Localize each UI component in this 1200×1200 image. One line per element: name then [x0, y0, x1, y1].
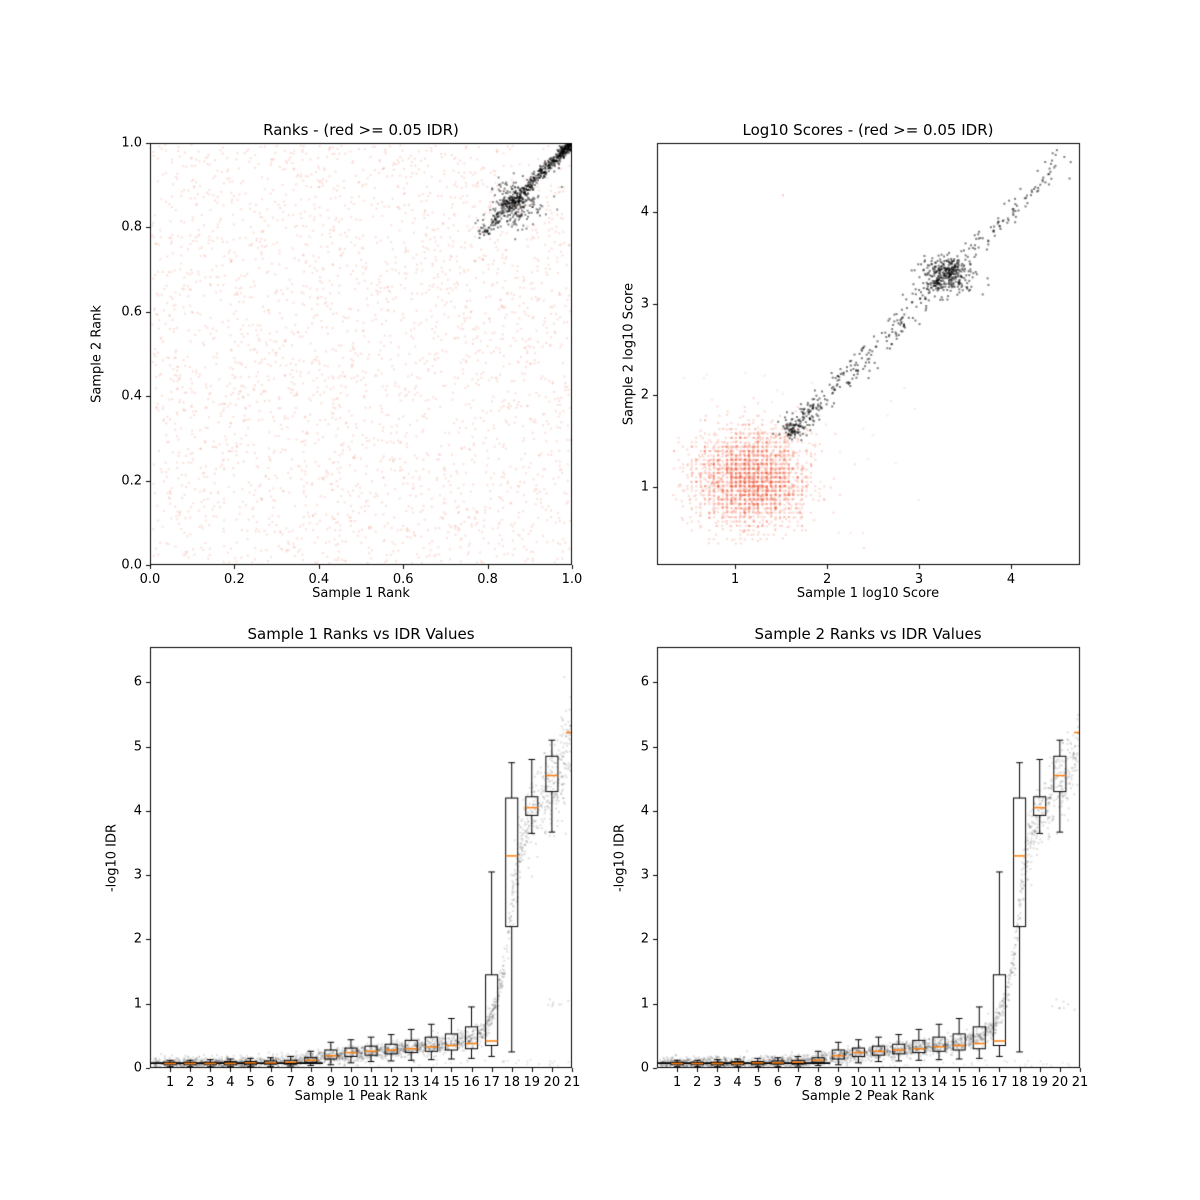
x-tick-label-sample2-rank-vs-idr: 19 — [1031, 1075, 1048, 1090]
y-tick-label-sample1-rank-vs-idr: 3 — [133, 867, 142, 883]
y-tick-label-log10-scores-scatter: 2 — [640, 387, 649, 403]
x-tick-label-sample2-rank-vs-idr: 8 — [814, 1075, 823, 1090]
ylabel-sample1-idr-plot: -log10 IDR — [104, 823, 120, 893]
x-tick-label-sample1-rank-vs-idr: 5 — [246, 1075, 255, 1090]
y-tick-label-ranks-scatter: 0.0 — [121, 557, 142, 573]
x-tick-label-sample2-rank-vs-idr: 6 — [773, 1075, 782, 1090]
x-tick-label-sample1-rank-vs-idr: 2 — [186, 1075, 195, 1090]
x-tick-label-sample2-rank-vs-idr: 10 — [850, 1075, 867, 1090]
x-tick-label-sample2-rank-vs-idr: 20 — [1051, 1075, 1069, 1090]
ylabel-sample2-idr-plot: -log10 IDR — [612, 823, 628, 893]
x-tick-label-sample2-rank-vs-idr: 17 — [991, 1075, 1008, 1090]
x-tick-label-sample1-rank-vs-idr: 11 — [362, 1075, 380, 1090]
y-tick-label-ranks-scatter: 0.4 — [121, 388, 142, 404]
x-tick-label-ranks-scatter: 0.0 — [139, 572, 161, 587]
xlabel-ranks-plot: Sample 1 Rank — [312, 586, 410, 601]
y-tick-label-sample2-rank-vs-idr: 0 — [640, 1060, 649, 1076]
y-tick-label-sample2-rank-vs-idr: 6 — [640, 674, 649, 690]
x-tick-label-sample2-rank-vs-idr: 21 — [1071, 1075, 1089, 1090]
y-tick-label-log10-scores-scatter: 1 — [640, 479, 649, 495]
x-tick-label-sample1-rank-vs-idr: 14 — [423, 1075, 440, 1090]
x-tick-label-sample1-rank-vs-idr: 21 — [563, 1075, 581, 1090]
x-tick-label-log10-scores-scatter: 1 — [731, 572, 740, 587]
x-tick-label-sample1-rank-vs-idr: 15 — [443, 1075, 460, 1090]
x-tick-label-ranks-scatter: 0.6 — [392, 572, 414, 587]
x-tick-label-sample1-rank-vs-idr: 6 — [266, 1075, 275, 1090]
y-tick-label-sample1-rank-vs-idr: 4 — [133, 803, 142, 819]
x-tick-label-sample1-rank-vs-idr: 8 — [306, 1075, 315, 1090]
x-tick-label-ranks-scatter: 1.0 — [561, 572, 583, 587]
x-tick-label-sample1-rank-vs-idr: 19 — [523, 1075, 541, 1090]
y-tick-label-ranks-scatter: 1.0 — [121, 135, 142, 151]
xlabel-scores-plot: Sample 1 log10 Score — [796, 586, 940, 601]
x-tick-label-sample1-rank-vs-idr: 13 — [402, 1075, 420, 1090]
xlabel-sample1-idr-plot: Sample 1 Peak Rank — [294, 1089, 428, 1104]
y-tick-label-sample1-rank-vs-idr: 0 — [133, 1060, 142, 1076]
x-tick-label-sample2-rank-vs-idr: 7 — [793, 1075, 803, 1090]
x-tick-label-sample1-rank-vs-idr: 17 — [483, 1075, 500, 1090]
x-tick-label-sample2-rank-vs-idr: 13 — [910, 1075, 928, 1090]
title-sample1-idr-plot: Sample 1 Ranks vs IDR Values — [247, 625, 475, 643]
x-tick-label-sample1-rank-vs-idr: 18 — [503, 1075, 520, 1090]
y-tick-label-ranks-scatter: 0.2 — [121, 473, 142, 489]
x-tick-label-sample2-rank-vs-idr: 5 — [753, 1075, 762, 1090]
title-sample2-idr-plot: Sample 2 Ranks vs IDR Values — [754, 625, 982, 643]
x-tick-label-sample1-rank-vs-idr: 3 — [206, 1075, 215, 1090]
x-tick-label-log10-scores-scatter: 4 — [1006, 572, 1016, 587]
x-tick-label-sample2-rank-vs-idr: 15 — [950, 1075, 968, 1090]
x-tick-label-log10-scores-scatter: 2 — [822, 572, 832, 587]
y-tick-label-sample1-rank-vs-idr: 5 — [133, 739, 142, 755]
title-ranks-plot: Ranks - (red >= 0.05 IDR) — [263, 121, 459, 139]
y-tick-label-ranks-scatter: 0.6 — [121, 304, 142, 320]
x-tick-label-sample1-rank-vs-idr: 20 — [543, 1075, 561, 1090]
x-tick-label-ranks-scatter: 0.4 — [308, 572, 330, 587]
y-tick-label-ranks-scatter: 0.8 — [121, 219, 142, 235]
x-tick-label-sample2-rank-vs-idr: 3 — [713, 1075, 722, 1090]
y-tick-label-sample2-rank-vs-idr: 4 — [640, 803, 649, 819]
x-tick-label-sample2-rank-vs-idr: 12 — [890, 1075, 907, 1090]
title-scores-plot: Log10 Scores - (red >= 0.05 IDR) — [742, 121, 994, 139]
y-tick-label-sample2-rank-vs-idr: 5 — [640, 739, 649, 755]
y-tick-label-log10-scores-scatter: 3 — [640, 296, 649, 312]
ylabel-scores-plot: Sample 2 log10 Score — [621, 282, 637, 426]
x-tick-label-ranks-scatter: 0.2 — [224, 572, 245, 587]
x-tick-label-sample2-rank-vs-idr: 11 — [870, 1075, 887, 1090]
x-tick-label-sample2-rank-vs-idr: 16 — [971, 1075, 988, 1090]
y-tick-label-sample1-rank-vs-idr: 6 — [133, 674, 142, 690]
x-tick-label-ranks-scatter: 0.8 — [477, 572, 498, 587]
x-tick-label-log10-scores-scatter: 3 — [914, 572, 924, 587]
y-tick-label-sample1-rank-vs-idr: 1 — [133, 996, 142, 1012]
x-tick-label-sample1-rank-vs-idr: 10 — [342, 1075, 360, 1090]
y-tick-label-log10-scores-scatter: 4 — [640, 204, 649, 220]
x-tick-label-sample1-rank-vs-idr: 12 — [382, 1075, 400, 1090]
x-tick-label-sample2-rank-vs-idr: 14 — [930, 1075, 948, 1090]
y-tick-label-sample2-rank-vs-idr: 2 — [640, 931, 649, 947]
x-tick-label-sample2-rank-vs-idr: 1 — [673, 1075, 682, 1090]
y-tick-label-sample2-rank-vs-idr: 1 — [640, 996, 649, 1012]
x-tick-label-sample1-rank-vs-idr: 9 — [326, 1075, 335, 1090]
ylabel-ranks-plot: Sample 2 Rank — [89, 305, 105, 403]
x-tick-label-sample1-rank-vs-idr: 16 — [463, 1075, 480, 1090]
x-tick-label-sample2-rank-vs-idr: 4 — [733, 1075, 742, 1090]
x-tick-label-sample1-rank-vs-idr: 7 — [286, 1075, 295, 1090]
x-tick-label-sample2-rank-vs-idr: 18 — [1011, 1075, 1028, 1090]
x-tick-label-sample2-rank-vs-idr: 2 — [693, 1075, 702, 1090]
x-tick-label-sample1-rank-vs-idr: 1 — [165, 1075, 175, 1090]
x-tick-label-sample1-rank-vs-idr: 4 — [226, 1075, 235, 1090]
xlabel-sample2-idr-plot: Sample 2 Peak Rank — [801, 1089, 935, 1104]
y-tick-label-sample1-rank-vs-idr: 2 — [133, 931, 142, 947]
y-tick-label-sample2-rank-vs-idr: 3 — [640, 867, 649, 883]
x-tick-label-sample2-rank-vs-idr: 9 — [834, 1075, 843, 1090]
